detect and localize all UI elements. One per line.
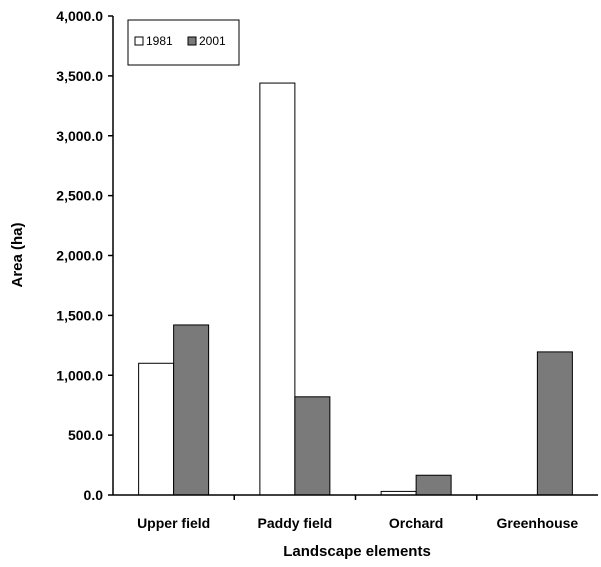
x-tick-label: Upper field [137, 515, 210, 531]
x-tick-label: Greenhouse [497, 515, 579, 531]
x-axis-title: Landscape elements [283, 543, 431, 560]
y-tick-label: 1,500.0 [56, 307, 103, 323]
y-tick-label: 2,000.0 [56, 248, 103, 264]
y-tick-label: 1,000.0 [56, 367, 103, 383]
y-tick-label: 4,000.0 [56, 8, 103, 24]
legend-box [127, 19, 240, 66]
legend: 1981 2001 [127, 19, 240, 66]
y-axis-title: Area (ha) [9, 222, 26, 287]
bar-1981-paddy-field [259, 82, 296, 496]
y-tick-label: 0.0 [84, 487, 104, 503]
legend-label-2001: 2001 [199, 34, 226, 48]
x-tick-label: Paddy field [258, 515, 333, 531]
bar-2001-orchard [415, 474, 452, 496]
bar-2001-greenhouse [536, 351, 573, 496]
y-tick-label: 500.0 [68, 427, 103, 443]
bar-2001-paddy-field [294, 396, 331, 496]
x-axis: Upper field Paddy field Orchard Greenhouse [113, 494, 598, 531]
bar-2001-upper-field [173, 324, 210, 496]
x-tick-label: Orchard [389, 515, 443, 531]
plot-area [138, 82, 573, 496]
legend-label-1981: 1981 [146, 34, 173, 48]
legend-swatch-2001 [187, 36, 197, 46]
y-tick-label: 3,000.0 [56, 128, 103, 144]
y-tick-label: 2,500.0 [56, 188, 103, 204]
bar-1981-upper-field [138, 362, 175, 496]
y-tick-label: 3,500.0 [56, 68, 103, 84]
y-axis: 0.0 500.0 1,000.0 1,500.0 2,000.0 2,500.0 3,00… [56, 8, 114, 503]
legend-swatch-1981 [134, 36, 144, 46]
